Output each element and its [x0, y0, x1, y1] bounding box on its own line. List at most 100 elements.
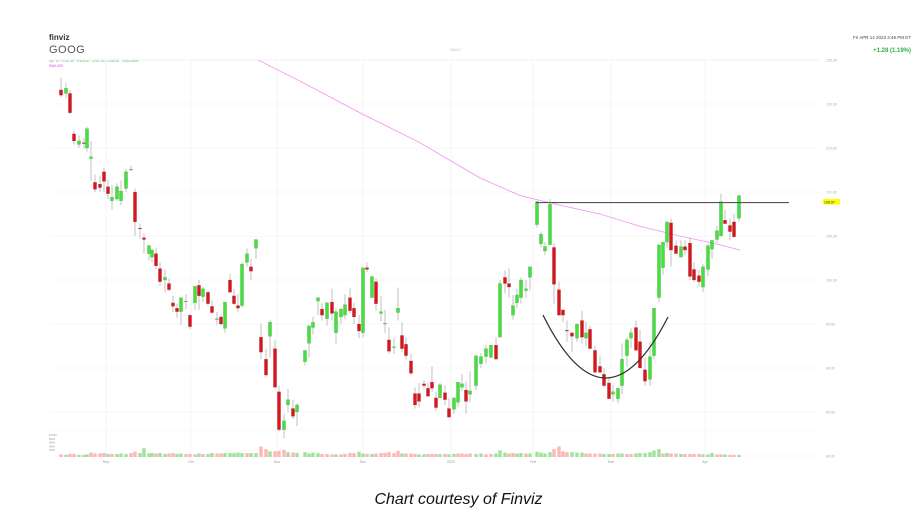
candle-body	[400, 335, 404, 349]
volume-bar	[719, 454, 723, 457]
candle-body	[387, 339, 391, 352]
volume-bar	[400, 453, 404, 457]
candle-body	[249, 266, 253, 272]
volume-bar	[106, 453, 110, 457]
candle-body	[426, 388, 430, 397]
volume-bar	[124, 453, 128, 457]
volume-bar	[434, 453, 438, 457]
volume-bar	[219, 453, 223, 457]
volume-bar	[268, 451, 272, 457]
x-axis-label: Nov	[274, 460, 281, 464]
volume-bar	[413, 453, 417, 457]
candle-body	[171, 302, 175, 307]
volume-bar	[93, 453, 97, 457]
volume-bar	[648, 452, 652, 457]
candle-body	[625, 339, 629, 356]
volume-bar	[616, 453, 620, 457]
volume-bar	[167, 453, 171, 457]
candle-body	[535, 201, 539, 225]
volume-bar	[620, 453, 624, 457]
volume-bar	[602, 453, 606, 457]
close-value: 108.87	[109, 59, 120, 63]
candle-body	[565, 330, 569, 332]
last-price-highlight	[823, 198, 840, 205]
candle-body	[330, 301, 334, 314]
candle-body	[524, 288, 528, 291]
volume-bar	[679, 453, 683, 457]
candle-body	[365, 267, 369, 270]
candle-body	[434, 397, 438, 408]
candle-body	[515, 294, 519, 303]
volume-bar	[171, 453, 175, 457]
candle-body	[404, 344, 408, 356]
y-axis-label: 115.00	[826, 147, 837, 151]
volume-axis-label: 100M	[49, 433, 57, 437]
volume-bar	[409, 453, 413, 457]
volume-bar	[348, 453, 352, 457]
candle-body	[503, 277, 507, 284]
volume-bar	[110, 453, 114, 457]
candle-body	[68, 93, 72, 113]
candle-body	[348, 297, 352, 311]
y-axis-label: 100.00	[826, 279, 837, 283]
candle-body	[422, 383, 426, 386]
chart-caption: Chart courtesy of Finviz	[374, 491, 543, 508]
candle-body	[519, 279, 523, 298]
candle-body	[528, 266, 532, 278]
volume-bar	[330, 454, 334, 457]
candle-body	[379, 311, 383, 314]
volume-bar	[82, 454, 86, 457]
volume-bar	[665, 453, 669, 457]
volume-bar	[661, 453, 665, 457]
candle-body	[629, 332, 633, 339]
volume-bar	[692, 453, 696, 457]
price-chart[interactable]: 125.00 120.00 115.00 110.00 105.00 100.00 95.0…	[0, 0, 917, 480]
candle-body	[370, 276, 374, 298]
candle-body	[598, 366, 602, 373]
candle-body	[133, 191, 137, 222]
volume-bar	[147, 453, 151, 457]
candle-body	[374, 281, 378, 304]
candle-body	[228, 279, 232, 293]
sma200-line	[257, 59, 741, 251]
candle-body	[277, 391, 281, 430]
candle-body	[468, 390, 472, 395]
candle-body	[273, 348, 277, 388]
volume-bar	[286, 452, 290, 457]
volume-bar	[154, 453, 158, 457]
candle-body	[102, 171, 106, 182]
x-axis-label: Oct	[188, 460, 194, 464]
candle-body	[674, 245, 678, 254]
volume-bar	[539, 452, 543, 457]
volume-bar	[548, 452, 552, 457]
volume-bar	[77, 454, 81, 457]
volume-bar	[498, 450, 502, 457]
volume-bar	[584, 453, 588, 457]
candle-body	[634, 327, 638, 351]
candle-body	[124, 171, 128, 189]
volume-bar	[515, 453, 519, 457]
volume-bar	[320, 453, 324, 457]
volume-bar	[85, 454, 89, 457]
volume-bar	[715, 454, 719, 457]
candle-body	[715, 230, 719, 240]
volume-bar	[570, 452, 574, 457]
volume-bar	[479, 453, 483, 457]
vol-label: Vol	[121, 59, 127, 63]
candle-body	[479, 356, 483, 364]
volume-bar	[737, 454, 741, 457]
candle-body	[64, 88, 68, 94]
candle-body	[138, 228, 142, 230]
volume-bar	[311, 452, 315, 457]
volume-bar	[396, 450, 400, 457]
candle-body	[710, 240, 714, 250]
volume-bar	[464, 453, 468, 457]
volume-bar	[158, 453, 162, 457]
candle-body	[443, 392, 447, 400]
candle-body	[648, 356, 652, 380]
candle-body	[593, 350, 597, 373]
candle-body	[245, 253, 249, 263]
volume-bar	[575, 452, 579, 457]
candle-body	[106, 186, 110, 194]
candle-body	[119, 191, 123, 201]
